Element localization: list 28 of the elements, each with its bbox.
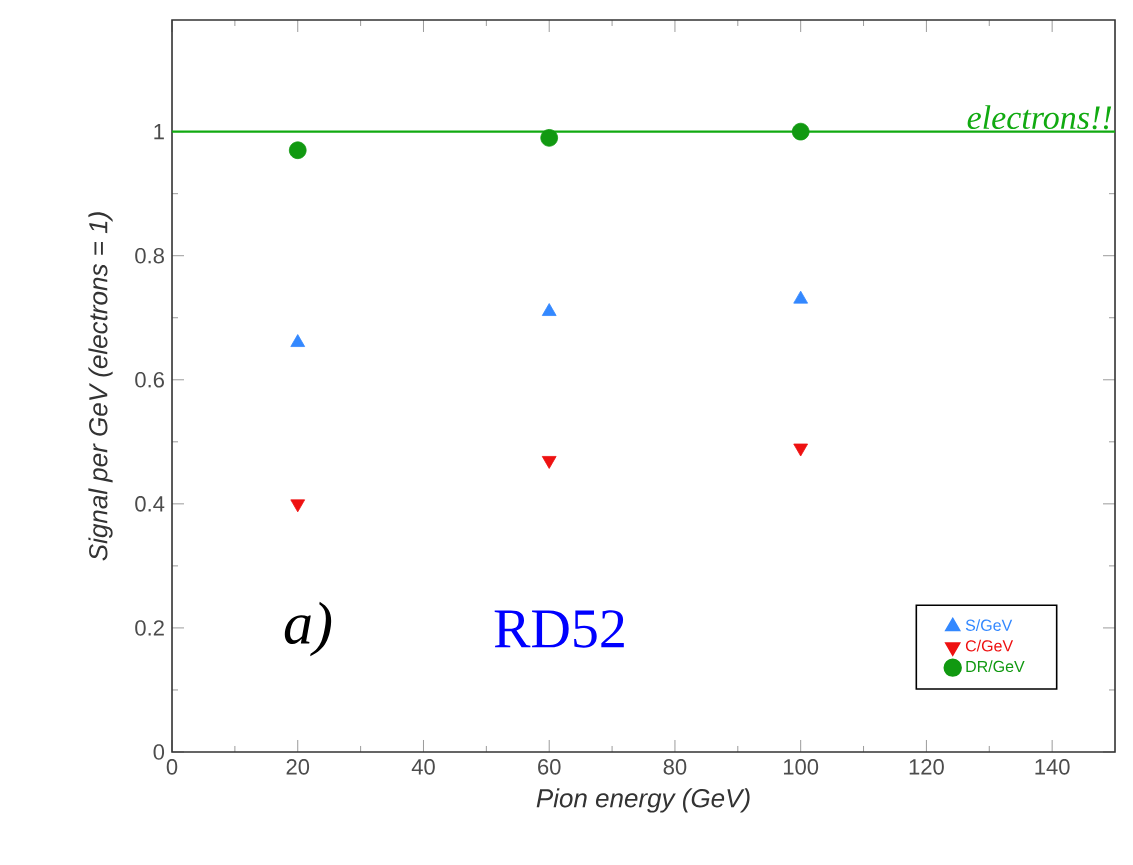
x-tick-label: 0 bbox=[166, 759, 178, 775]
y-tick-label: 0.8 bbox=[135, 247, 164, 264]
point bbox=[793, 443, 808, 457]
annotation: RD52 bbox=[494, 610, 624, 648]
x-axis-title: Pion energy (GeV) bbox=[536, 788, 750, 813]
point bbox=[541, 456, 557, 469]
y-axis-title: Signal per GeV (electrons = 1) bbox=[88, 212, 113, 561]
y-tick-label: 0.6 bbox=[135, 372, 164, 388]
x-tick-label: 140 bbox=[1035, 759, 1070, 775]
legend-label: DR/GeV bbox=[966, 660, 1025, 673]
x-tick-label: 60 bbox=[538, 759, 561, 775]
x-tick-label: 120 bbox=[909, 759, 944, 775]
y-tick-label: 0.2 bbox=[135, 620, 164, 636]
annotation: a) bbox=[284, 601, 332, 657]
point bbox=[290, 499, 306, 513]
x-tick-label: 80 bbox=[663, 759, 687, 775]
y-tick-label: 0.4 bbox=[135, 496, 165, 512]
x-tick-label: 100 bbox=[783, 759, 819, 775]
x-tick-label: 40 bbox=[411, 759, 435, 775]
ref-line-label: electrons!! bbox=[967, 105, 1112, 130]
legend-label: C/GeV bbox=[965, 639, 1014, 652]
y-tick-label: 1 bbox=[154, 124, 164, 140]
point bbox=[540, 129, 559, 147]
point bbox=[288, 141, 307, 160]
y-tick-label: 0 bbox=[153, 744, 165, 760]
point bbox=[791, 122, 810, 141]
legend-label: S/GeV bbox=[965, 619, 1013, 631]
x-tick-label: 20 bbox=[286, 759, 310, 775]
